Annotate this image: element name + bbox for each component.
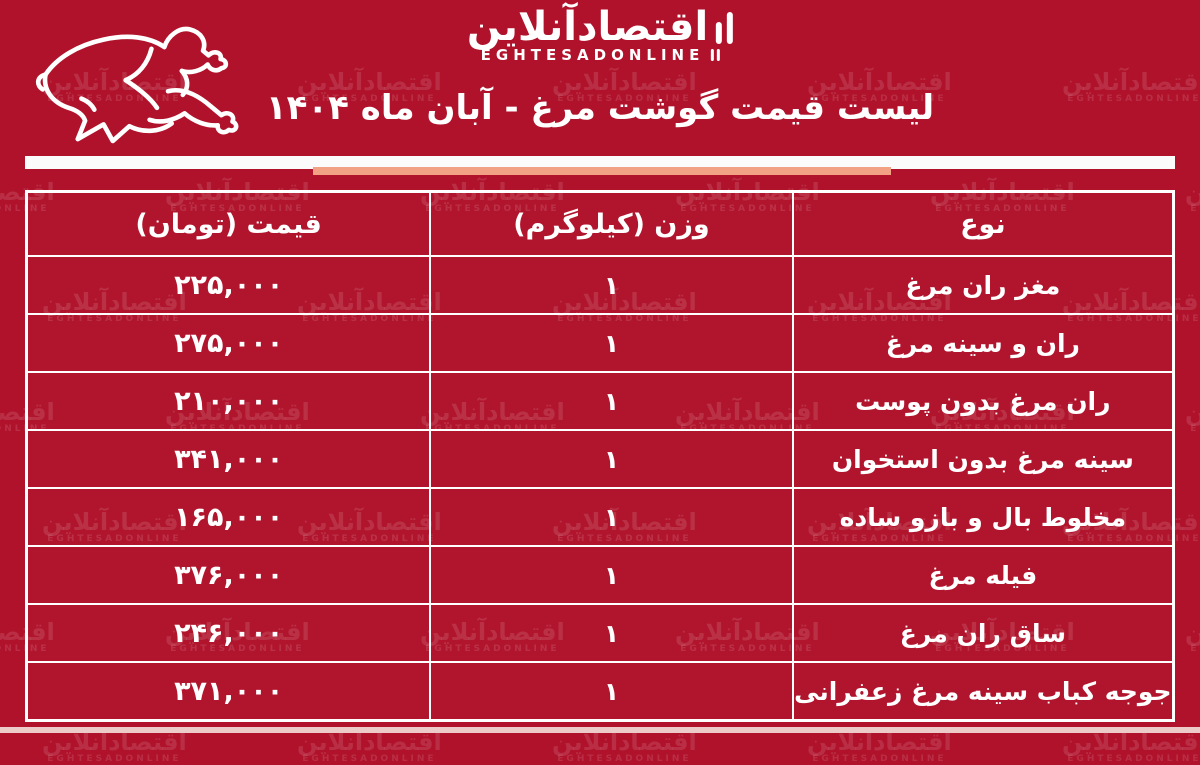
- header-cell-type: نوع: [791, 190, 1175, 257]
- cell-price: ۲۲۵,۰۰۰: [25, 255, 432, 315]
- table-row: فیله مرغ ۱ ۳۷۶,۰۰۰: [25, 545, 1175, 605]
- cell-type: مغز ران مرغ: [791, 255, 1175, 315]
- logo-small-bars-icon: [710, 49, 720, 61]
- logo-bars-icon: [716, 6, 734, 44]
- header-cell-weight: وزن (کیلوگرم): [429, 190, 794, 257]
- brand-logo-en: EGHTESADONLINE: [480, 46, 705, 64]
- header-cell-price: قیمت (تومان): [25, 190, 432, 257]
- cell-type: سینه مرغ بدون استخوان: [791, 429, 1175, 489]
- page-root: { "page": { "title": "لیست قیمت گوشت مرغ…: [0, 4, 1200, 765]
- table-row: مغز ران مرغ ۱ ۲۲۵,۰۰۰: [25, 255, 1175, 315]
- cell-type: فیله مرغ: [791, 545, 1175, 605]
- price-table-body: مغز ران مرغ ۱ ۲۲۵,۰۰۰ ران و سینه مرغ ۱ ۲…: [25, 255, 1175, 722]
- table-row: ران و سینه مرغ ۱ ۲۷۵,۰۰۰: [25, 313, 1175, 373]
- price-table: نوع وزن (کیلوگرم) قیمت (تومان) مغز ران م…: [25, 190, 1175, 722]
- cell-price: ۳۴۱,۰۰۰: [25, 429, 432, 489]
- infographic: اقتصادآنلاین EGHTESADONLINE لیست قیمت گو…: [0, 4, 1200, 733]
- brand-logo: اقتصادآنلاین EGHTESADONLINE: [466, 4, 734, 64]
- divider-bar-white: [25, 156, 1175, 169]
- page-title: لیست قیمت گوشت مرغ - آبان ماه ۱۴۰۴: [265, 88, 935, 128]
- cell-type: ران و سینه مرغ: [791, 313, 1175, 373]
- cell-price: ۲۱۰,۰۰۰: [25, 371, 432, 431]
- cell-type: جوجه کباب سینه مرغ زعفرانی: [791, 661, 1175, 722]
- table-row: مخلوط بال و بازو ساده ۱ ۱۶۵,۰۰۰: [25, 487, 1175, 547]
- cell-weight: ۱: [429, 603, 794, 663]
- cell-price: ۲۴۶,۰۰۰: [25, 603, 432, 663]
- table-header-row: نوع وزن (کیلوگرم) قیمت (تومان): [25, 190, 1175, 257]
- cell-price: ۱۶۵,۰۰۰: [25, 487, 432, 547]
- cell-weight: ۱: [429, 429, 794, 489]
- table-row: ران مرغ بدون پوست ۱ ۲۱۰,۰۰۰: [25, 371, 1175, 431]
- table-row: سینه مرغ بدون استخوان ۱ ۳۴۱,۰۰۰: [25, 429, 1175, 489]
- chicken-illustration: [35, 26, 239, 144]
- cell-weight: ۱: [429, 545, 794, 605]
- bottom-strip: [0, 727, 1200, 733]
- cell-price: ۲۷۵,۰۰۰: [25, 313, 432, 373]
- brand-logo-fa: اقتصادآنلاین: [466, 4, 709, 50]
- cell-weight: ۱: [429, 313, 794, 373]
- table-row: ساق ران مرغ ۱ ۲۴۶,۰۰۰: [25, 603, 1175, 663]
- cell-weight: ۱: [429, 661, 794, 722]
- cell-weight: ۱: [429, 255, 794, 315]
- cell-price: ۳۷۱,۰۰۰: [25, 661, 432, 722]
- divider-bar-salmon: [313, 167, 891, 175]
- cell-weight: ۱: [429, 371, 794, 431]
- cell-type: مخلوط بال و بازو ساده: [791, 487, 1175, 547]
- cell-price: ۳۷۶,۰۰۰: [25, 545, 432, 605]
- cell-type: ران مرغ بدون پوست: [791, 371, 1175, 431]
- table-row: جوجه کباب سینه مرغ زعفرانی ۱ ۳۷۱,۰۰۰: [25, 661, 1175, 722]
- cell-weight: ۱: [429, 487, 794, 547]
- cell-type: ساق ران مرغ: [791, 603, 1175, 663]
